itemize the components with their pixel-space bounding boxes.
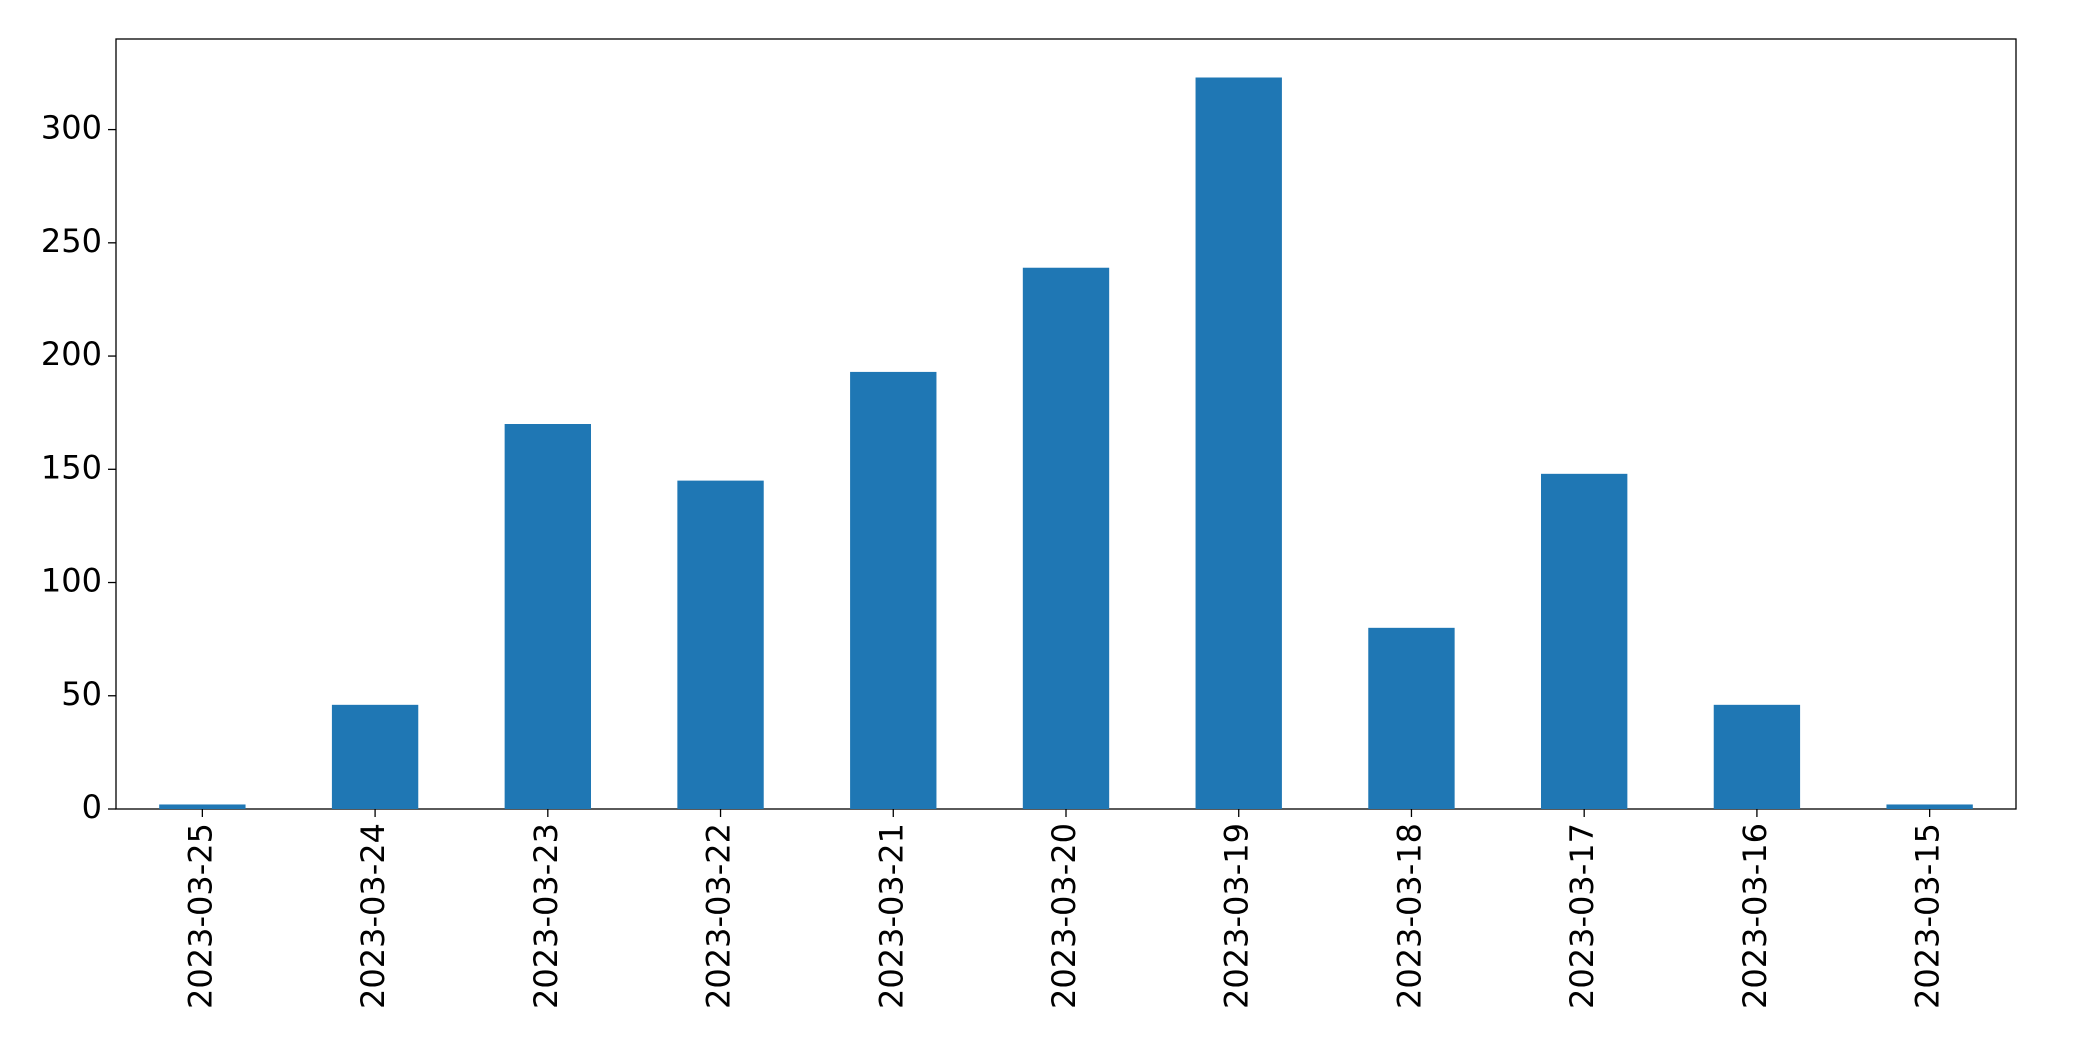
x-tick-label: 2023-03-22 (700, 823, 738, 1009)
bar (1195, 77, 1282, 809)
x-tick-label: 2023-03-17 (1563, 823, 1601, 1009)
x-tick-label: 2023-03-16 (1736, 823, 1774, 1009)
x-tick-label: 2023-03-20 (1045, 823, 1083, 1009)
bar (331, 704, 419, 809)
y-tick-label: 100 (41, 562, 102, 600)
bar (677, 480, 764, 809)
y-tick-label: 250 (41, 222, 102, 260)
bar (1886, 804, 1973, 809)
bar (1368, 627, 1455, 809)
x-tick-label: 2023-03-25 (181, 823, 219, 1009)
x-tick-label: 2023-03-18 (1390, 823, 1428, 1009)
x-tick-label: 2023-03-24 (354, 823, 392, 1009)
y-tick-label: 200 (41, 335, 102, 373)
y-tick-label: 0 (82, 788, 102, 826)
x-tick-label: 2023-03-23 (527, 823, 565, 1009)
y-tick-label: 300 (41, 109, 102, 147)
bar (159, 804, 246, 809)
y-tick-label: 150 (41, 448, 102, 486)
bar (504, 424, 591, 809)
y-tick-label: 50 (61, 675, 102, 713)
x-tick-label: 2023-03-21 (872, 823, 910, 1009)
x-tick-label: 2023-03-15 (1909, 823, 1947, 1009)
bar (1541, 473, 1628, 809)
bar (1022, 267, 1110, 809)
bar (850, 371, 937, 809)
bar (1713, 704, 1801, 809)
x-tick-label: 2023-03-19 (1218, 823, 1256, 1009)
